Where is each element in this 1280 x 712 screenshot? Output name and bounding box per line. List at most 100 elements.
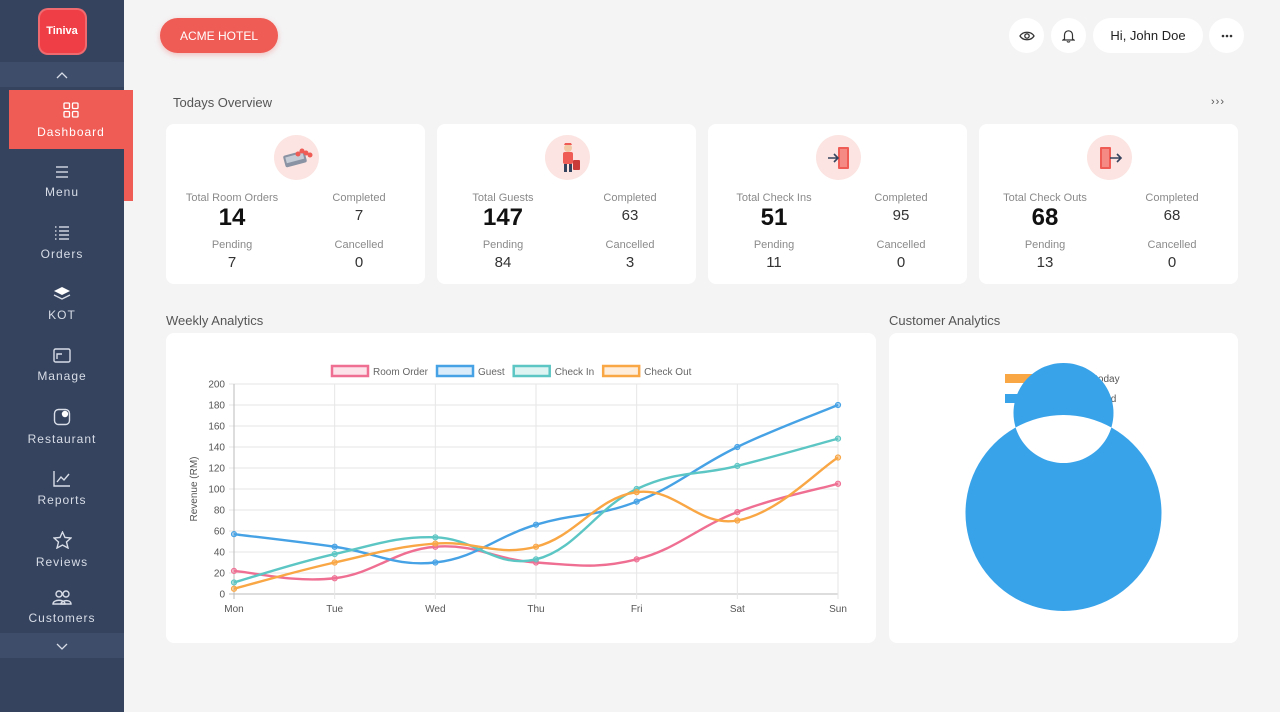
x-tick-label: Sat <box>730 604 745 615</box>
chevron-down-icon <box>56 643 68 650</box>
stat-label: Pending <box>753 239 795 251</box>
y-tick-label: 60 <box>214 527 226 538</box>
sidebar-item-label: Customers <box>28 611 96 625</box>
stat-value: 0 <box>354 254 364 271</box>
chevron-up-icon <box>56 71 68 78</box>
legend-swatch <box>1005 374 1039 383</box>
sidebar-item-label: Manage <box>37 369 87 383</box>
data-point <box>331 551 338 558</box>
room-service-icon <box>274 135 319 180</box>
completed-stat: Completed 7 <box>299 192 419 224</box>
main-stat: Total Guests 147 <box>443 192 563 232</box>
overview-title: Todays Overview <box>173 95 272 110</box>
stat-label: Completed <box>603 192 657 204</box>
y-tick-label: 180 <box>208 401 225 412</box>
menu-icon <box>56 165 68 178</box>
guests-card: Total Guests 147 Completed 63 Pending 84… <box>437 124 696 284</box>
sidebar-item-label: Orders <box>40 246 84 261</box>
cancelled-stat: Cancelled 3 <box>570 239 690 271</box>
stat-value: 0 <box>1167 254 1177 271</box>
stat-label: Total Check Ins <box>736 192 812 204</box>
data-point <box>633 489 640 496</box>
legend-swatch <box>330 364 370 378</box>
stat-value: 95 <box>892 207 910 224</box>
active-indicator <box>124 143 133 201</box>
sidebar-scroll-down-button[interactable] <box>0 633 124 658</box>
data-point <box>432 559 439 566</box>
data-point <box>230 579 238 586</box>
legend-swatch <box>601 364 641 378</box>
data-point <box>331 575 338 582</box>
view-button[interactable] <box>1009 18 1044 53</box>
y-tick-label: 160 <box>208 422 225 433</box>
stat-value: 13 <box>1036 254 1054 271</box>
legend-swatch <box>512 364 551 378</box>
sidebar-item-reviews[interactable]: Reviews <box>0 520 124 579</box>
stat-label: Pending <box>482 239 524 251</box>
sidebar-item-menu[interactable]: Menu <box>0 152 124 211</box>
y-tick-label: 120 <box>208 464 225 475</box>
sidebar-item-orders[interactable]: Orders <box>0 213 124 272</box>
stat-label: Total Room Orders <box>185 192 279 204</box>
stat-label: Cancelled <box>334 239 384 251</box>
pending-stat: Pending 11 <box>714 239 834 271</box>
guest-icon <box>545 135 590 180</box>
legend-label: Check Out <box>644 367 691 378</box>
data-point <box>633 556 640 563</box>
cancelled-stat: Cancelled 0 <box>299 239 419 271</box>
data-point <box>532 521 540 528</box>
weekly-line-chart: 0 20 40 60 80 100 120 140 160 180 200 Mon Tue Wed Thu F… <box>189 364 847 615</box>
sidebar-item-label: Dashboard <box>37 124 105 139</box>
stat-value: 3 <box>625 254 635 271</box>
data-point <box>331 559 338 566</box>
more-options-button[interactable] <box>1209 18 1244 53</box>
stat-value: 68 <box>1163 207 1181 224</box>
main-stat: Total Room Orders 14 <box>172 192 292 232</box>
cancelled-stat: Cancelled 0 <box>841 239 961 271</box>
sidebar-item-restaurant[interactable]: Restaurant <box>0 397 124 456</box>
sidebar-item-dashboard[interactable]: Dashboard <box>9 90 133 149</box>
data-point <box>734 462 741 469</box>
stat-value: 7 <box>227 254 237 271</box>
y-tick-label: 80 <box>214 506 226 517</box>
stat-value: 11 <box>766 254 782 271</box>
stat-label: Completed <box>874 192 928 204</box>
sidebar-scroll-up-button[interactable] <box>0 62 124 87</box>
sidebar-item-label: Reports <box>37 493 87 507</box>
sidebar-item-reports[interactable]: Reports <box>0 459 124 518</box>
sidebar-item-manage[interactable]: Manage <box>0 336 124 395</box>
data-point <box>331 543 338 550</box>
sidebar-item-label: KOT <box>48 307 76 322</box>
sidebar-item-customers[interactable]: Customers <box>0 582 124 632</box>
customer-analytics-panel: Registered todayTotal Registered <box>889 333 1238 643</box>
data-point <box>734 443 741 451</box>
y-tick-label: 0 <box>219 590 225 601</box>
users-icon <box>52 590 72 605</box>
data-point <box>834 401 842 409</box>
x-tick-label: Tue <box>326 604 343 615</box>
sidebar-item-label: Reviews <box>35 554 89 569</box>
data-point <box>834 480 842 487</box>
user-menu-button[interactable]: Hi, John Doe <box>1093 18 1203 53</box>
x-tick-label: Mon <box>224 604 243 615</box>
check-in-icon <box>816 135 861 180</box>
stat-label: Completed <box>332 192 386 204</box>
layers-icon <box>53 286 71 300</box>
main-stat: Total Check Outs 68 <box>985 192 1105 232</box>
stat-label: Total Guests <box>472 192 534 204</box>
grid-icon <box>63 101 79 118</box>
sidebar-item-kot[interactable]: KOT <box>0 274 124 333</box>
list-icon <box>55 225 69 240</box>
stat-label: Cancelled <box>605 239 655 251</box>
stat-label: Cancelled <box>876 239 926 251</box>
stat-value: 68 <box>1031 204 1059 231</box>
overview-more-link[interactable]: ››› <box>1211 96 1225 108</box>
data-point <box>734 509 741 516</box>
notifications-button[interactable] <box>1051 18 1086 53</box>
more-icon <box>1221 34 1232 37</box>
data-point <box>834 435 842 442</box>
app-logo[interactable]: Tiniva <box>39 9 85 53</box>
hotel-selector-button[interactable]: ACME HOTEL <box>160 18 278 53</box>
stat-value: 7 <box>354 207 364 224</box>
legend-label: Check In <box>555 367 594 378</box>
